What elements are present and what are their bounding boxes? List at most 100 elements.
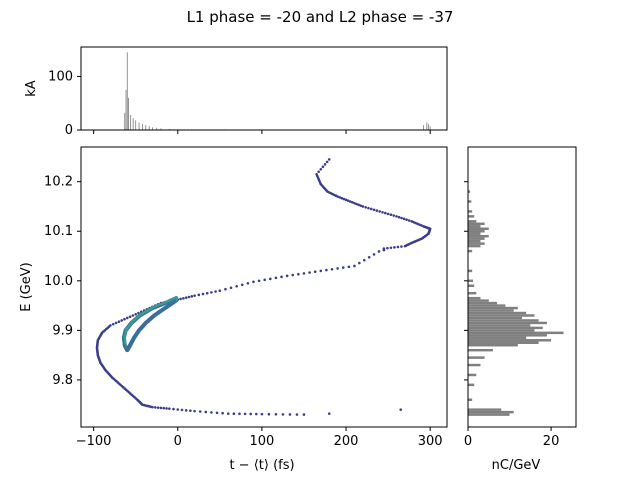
current-ytick-label: 100 (48, 69, 73, 84)
current-bar (130, 115, 132, 130)
energy-bar (468, 363, 481, 367)
scatter-point (125, 316, 129, 320)
scatter-point (131, 314, 135, 317)
scatter-point (416, 222, 419, 226)
energy-xlabel: nC/GeV (492, 458, 541, 473)
scatter-point (128, 315, 132, 319)
energy-bar (468, 410, 514, 414)
energy-bar (468, 383, 475, 387)
current-bar (138, 122, 140, 130)
energy-bar (468, 326, 543, 330)
scatter-point (193, 409, 196, 413)
energy-bar (468, 225, 481, 228)
scatter-point (358, 261, 361, 265)
scatter-point (389, 213, 393, 217)
scatter-point (151, 405, 154, 409)
energy-bar (468, 249, 473, 253)
current-bar (124, 112, 126, 130)
scatter-point (197, 293, 201, 297)
scatter-point (165, 407, 168, 410)
energy-bar (468, 348, 493, 352)
energy-bar (468, 316, 522, 320)
scatter-point (351, 201, 354, 204)
scatter-point (269, 277, 272, 281)
scatter-point (214, 290, 217, 293)
current-bar (426, 122, 428, 130)
scatter-point (342, 197, 346, 201)
scatter-point (226, 412, 230, 415)
scatter-point (280, 275, 283, 279)
energy-bar (468, 237, 485, 240)
scatter-point (386, 246, 389, 250)
energy-bar (468, 319, 539, 322)
energy-bar (468, 336, 527, 340)
scatter-point (400, 216, 403, 220)
main-xtick-label: 300 (418, 434, 443, 449)
scatter-point (372, 253, 376, 256)
scatter-point (382, 248, 386, 252)
scatter-point (367, 255, 371, 259)
energy-bar (468, 373, 477, 377)
scatter-point (359, 204, 363, 207)
scatter-point (198, 410, 202, 413)
scatter-point (330, 267, 334, 271)
scatter-point (412, 220, 415, 224)
energy-bar (468, 413, 510, 416)
scatter-point (369, 207, 373, 211)
scatter-point (243, 412, 247, 416)
scatter-point (229, 286, 233, 290)
energy-bar (468, 304, 506, 307)
main-ytick-label: 10.0 (44, 274, 73, 289)
energy-bar (468, 244, 481, 248)
current-histogram-panel: 0 100 kA (24, 46, 448, 138)
scatter-point (210, 291, 213, 294)
current-ylabel: kA (24, 80, 39, 97)
main-xtick-label: 200 (334, 434, 359, 449)
scatter-point (420, 224, 423, 227)
scatter-point (260, 412, 264, 416)
scatter-point (134, 312, 137, 316)
scatter-point (201, 292, 205, 296)
scatter-point (179, 297, 182, 301)
scatter-point (224, 287, 227, 291)
scatter-point (414, 221, 417, 225)
scatter-point (340, 196, 344, 200)
scatter-point (257, 279, 261, 283)
energy-bar (468, 334, 547, 337)
scatter-point (381, 210, 384, 214)
scatter-point (319, 168, 323, 171)
current-bar (126, 52, 128, 130)
scatter-point (184, 296, 188, 299)
energy-bar (468, 356, 485, 359)
scatter-point (204, 410, 208, 414)
scatter-point (353, 201, 356, 205)
main-xtick-label: 0 (174, 434, 182, 449)
scatter-point (397, 215, 401, 219)
scatter-point (378, 210, 381, 213)
scatter-point (383, 211, 387, 215)
scatter-point (348, 200, 352, 203)
scatter-point (168, 407, 171, 410)
scatter-point (190, 295, 194, 298)
scatter-point (172, 407, 175, 411)
main-ytick-label: 9.9 (52, 323, 73, 338)
energy-bar (468, 324, 531, 327)
phase-space-scatter-panel: −100 0 100 200 300 9.8 9.9 10.0 10.1 10.2 t − ⟨t⟩ … (19, 146, 448, 473)
scatter-point (405, 218, 408, 221)
scatter-point (288, 413, 292, 416)
main-ytick-label: 9.8 (52, 373, 73, 388)
scatter-point (193, 294, 196, 297)
scatter-point (114, 321, 118, 325)
current-bar (145, 125, 147, 130)
scatter-point (402, 217, 406, 221)
energy-bar (468, 210, 473, 213)
scatter-point (344, 198, 348, 202)
energy-bar (468, 306, 518, 310)
scatter-point (341, 266, 345, 269)
scatter-point (180, 408, 184, 412)
main-ylabel: E (GeV) (19, 262, 34, 311)
scatter-point (297, 272, 300, 276)
energy-bar (468, 190, 471, 193)
scatter-point (407, 219, 411, 222)
